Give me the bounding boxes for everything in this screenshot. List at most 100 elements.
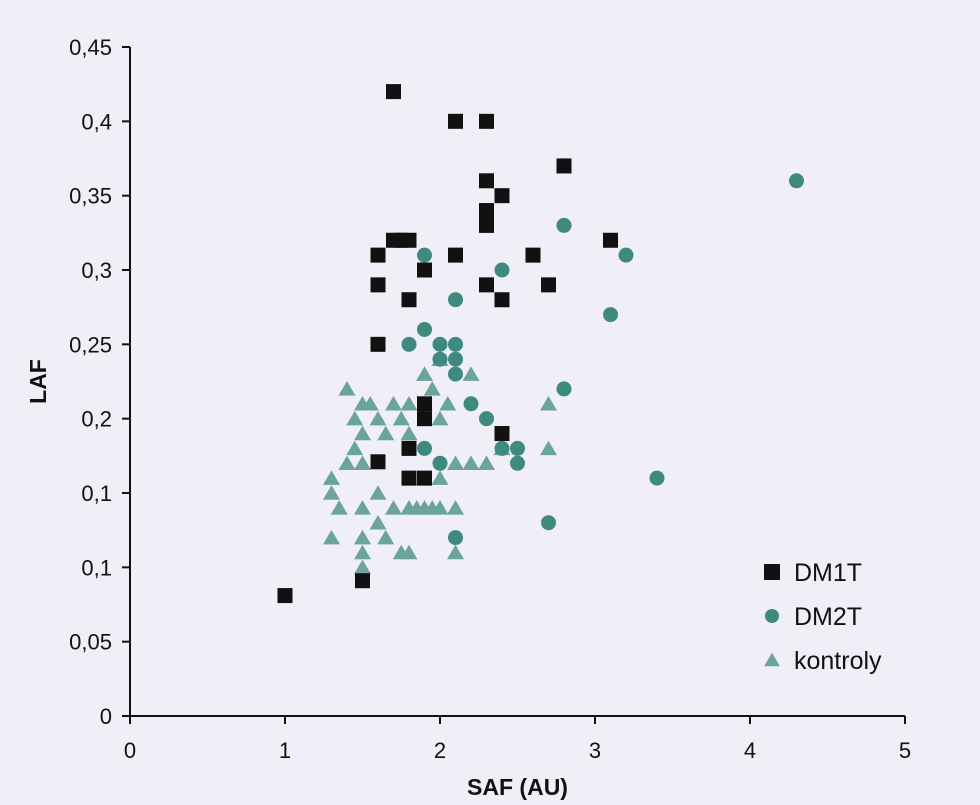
point-kontroly (354, 425, 371, 441)
x-tick-label: 5 (899, 738, 911, 763)
series-dm2t (401, 173, 804, 546)
point-kontroly (431, 410, 449, 426)
point-dm2t (432, 351, 448, 367)
point-kontroly (431, 470, 449, 485)
point-kontroly (346, 410, 364, 426)
x-tick-label: 1 (279, 738, 291, 763)
y-tick-label: 0,25 (69, 332, 112, 357)
point-dm2t (432, 455, 448, 471)
point-dm1t (370, 247, 386, 263)
point-dm1t (386, 84, 401, 100)
point-dm1t (556, 158, 572, 174)
point-kontroly (323, 485, 340, 500)
point-kontroly (338, 381, 356, 396)
point-kontroly (400, 425, 418, 441)
point-dm1t (448, 247, 463, 263)
point-dm2t (556, 381, 572, 397)
point-dm2t (618, 247, 634, 263)
point-dm1t (401, 470, 417, 486)
y-tick-label: 0,35 (69, 184, 112, 209)
point-dm2t (432, 336, 448, 352)
y-tick-label: 0,1 (81, 481, 112, 506)
point-kontroly (377, 529, 395, 545)
point-kontroly (377, 425, 395, 441)
point-dm1t (479, 113, 494, 129)
point-dm1t (494, 292, 510, 308)
series-dm1t (277, 84, 618, 604)
x-axis-title: SAF (AU) (467, 774, 568, 800)
point-dm1t (417, 262, 432, 278)
point-dm2t (417, 440, 432, 456)
point-dm1t (479, 173, 494, 189)
point-kontroly (400, 396, 418, 411)
point-dm2t (417, 247, 432, 263)
y-tick-label: 0,4 (81, 109, 112, 134)
legend-label-dm2t: DM2T (794, 603, 862, 631)
point-dm1t (494, 188, 510, 204)
legend-label-kontroly: kontroly (794, 647, 882, 675)
legend-label-dm1t: DM1T (794, 559, 862, 587)
legend-marker-dm2t (765, 609, 779, 623)
point-dm2t (463, 396, 479, 412)
point-dm1t (448, 113, 463, 129)
point-kontroly (447, 500, 464, 515)
point-dm2t (448, 336, 463, 352)
point-dm1t (603, 232, 618, 248)
point-kontroly (354, 455, 371, 471)
point-kontroly (323, 470, 340, 485)
point-kontroly (338, 455, 356, 471)
point-dm2t (417, 321, 432, 337)
point-kontroly (361, 396, 379, 411)
point-kontroly (330, 500, 348, 515)
point-dm1t (417, 396, 432, 412)
legend-marker-dm1t (764, 564, 780, 580)
y-tick-label: 0,45 (69, 35, 112, 60)
point-dm1t (494, 426, 510, 442)
legend-marker-kontroly (764, 652, 780, 667)
point-dm2t (448, 530, 463, 546)
point-kontroly (478, 455, 495, 471)
point-dm1t (370, 336, 386, 352)
point-kontroly (439, 396, 457, 411)
point-dm1t (401, 292, 417, 308)
axes: 0 1 2 3 4 5 0 0,05 0,1 0,1 0,2 0,25 0,3 0,35 0,4 0,45 (69, 35, 911, 763)
point-dm2t (649, 470, 665, 486)
point-dm2t (789, 173, 804, 189)
point-dm1t (370, 454, 386, 470)
point-dm1t (401, 232, 417, 248)
point-kontroly (423, 381, 441, 396)
point-kontroly (462, 455, 480, 471)
point-dm2t (448, 292, 463, 308)
point-dm1t (370, 277, 386, 293)
point-dm2t (603, 307, 618, 323)
point-kontroly (540, 440, 557, 456)
point-kontroly (385, 500, 402, 515)
y-axis-title: LAF (25, 359, 51, 404)
point-kontroly (447, 544, 464, 560)
y-tick-label: 0 (100, 704, 112, 729)
point-kontroly (354, 559, 371, 575)
point-dm2t (494, 262, 510, 278)
point-dm1t (277, 588, 293, 604)
x-tick-label: 0 (124, 738, 136, 763)
x-tick-label: 4 (744, 738, 756, 763)
point-dm2t (556, 217, 572, 233)
point-dm2t (510, 440, 525, 456)
point-dm1t (479, 203, 494, 219)
point-kontroly (462, 366, 480, 381)
point-dm2t (541, 515, 556, 531)
point-dm2t (479, 411, 494, 427)
point-dm1t (401, 440, 417, 456)
point-kontroly (385, 396, 402, 411)
data-points (277, 84, 804, 604)
point-kontroly (354, 529, 371, 545)
y-tick-label: 0,3 (81, 258, 112, 283)
point-kontroly (369, 485, 387, 500)
point-kontroly (323, 529, 340, 545)
point-dm1t (479, 217, 494, 233)
point-kontroly (400, 544, 418, 560)
legend: DM1T DM2T kontroly (764, 559, 882, 675)
point-dm1t (417, 411, 432, 427)
